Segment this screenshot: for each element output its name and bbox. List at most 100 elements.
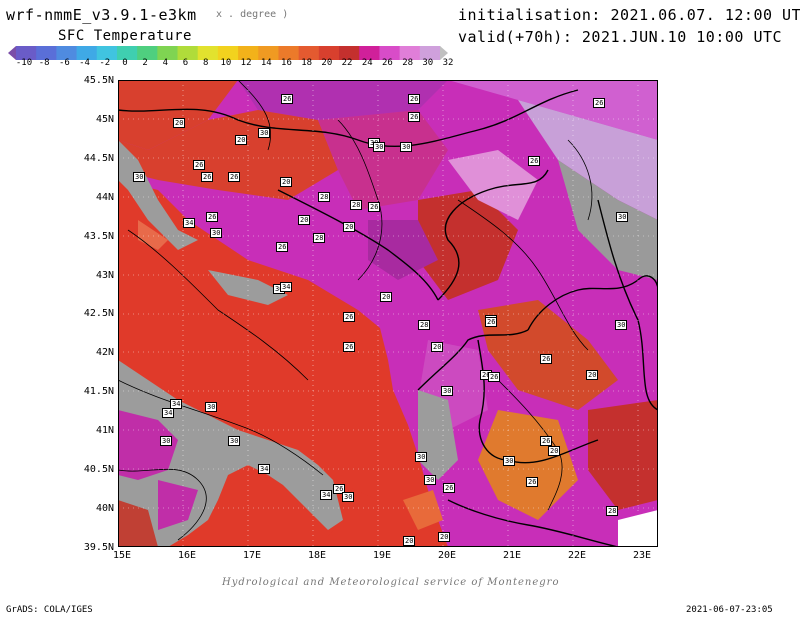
colorbar-swatch (76, 46, 98, 60)
colorbar-tick-label: 32 (442, 58, 454, 68)
contour-label: 26 (368, 202, 381, 212)
latitude-label: 42.5N (83, 308, 114, 320)
contour-label: 20 (343, 222, 356, 232)
contour-label: 26 (540, 354, 553, 364)
colorbar-tick-label: -6 (58, 58, 70, 68)
valid-time: valid(+70h): 2021.JUN.10 10:00 UTC (458, 28, 783, 46)
colorbar-tick-label: -8 (38, 58, 50, 68)
contour-label: 30 (228, 436, 241, 446)
colorbar-swatch (318, 46, 340, 60)
contour-label: 26 (343, 312, 356, 322)
contour-label: 26 (201, 172, 214, 182)
temperature-map (118, 80, 658, 547)
colorbar-swatch (339, 46, 360, 60)
latitude-label: 43N (95, 269, 114, 281)
latitude-label: 45.5N (83, 75, 114, 86)
grads-label: GrADS: COLA/IGES (6, 605, 93, 615)
contour-label: 20 (438, 532, 451, 542)
latitude-label: 41.5N (83, 386, 114, 398)
contour-label: 30 (503, 456, 516, 466)
contour-label: 26 (333, 484, 346, 494)
colorbar-swatch (16, 46, 37, 60)
longitude-label: 19E (372, 550, 392, 561)
colorbar-tick-label: 6 (182, 58, 189, 68)
contour-label: 26 (485, 317, 498, 327)
contour-label: 28 (318, 192, 331, 202)
contour-label: 34 (162, 408, 175, 418)
unit-label: x . degree ) (216, 9, 289, 20)
contour-label: 26 (528, 156, 541, 166)
contour-label: 26 (281, 94, 294, 104)
latitude-label: 39.5N (83, 541, 114, 553)
contour-label-layer: 2626203030262626203030263020262620282626… (118, 80, 658, 547)
latitude-label: 42N (95, 347, 114, 359)
colorbar-swatch (278, 46, 300, 60)
colorbar-tick-label: 8 (202, 58, 209, 68)
initialisation-time: initialisation: 2021.06.07. 12:00 UTC (458, 6, 800, 24)
colorbar-tick-label: -2 (99, 58, 111, 68)
colorbar-tick-label: -10 (15, 58, 33, 68)
colorbar-swatch (157, 46, 179, 60)
contour-label: 26 (488, 372, 501, 382)
colorbar-swatch (8, 46, 16, 60)
colorbar-tick-label: 4 (162, 58, 169, 68)
colorbar-tick-label: 30 (422, 58, 434, 68)
colorbar-swatch (399, 46, 421, 60)
colorbar-swatch (379, 46, 401, 60)
contour-label: 20 (235, 135, 248, 145)
contour-label: 28 (418, 320, 431, 330)
colorbar-tick-label: 28 (402, 58, 414, 68)
contour-label: 26 (408, 94, 421, 104)
longitude-label: 20E (437, 550, 457, 561)
contour-label: 34 (280, 282, 293, 292)
longitude-label: 23E (632, 550, 652, 561)
latitude-label: 44N (95, 191, 114, 203)
contour-label: 20 (380, 292, 393, 302)
colorbar-swatch (238, 46, 259, 60)
contour-label: 34 (320, 490, 333, 500)
contour-lines (118, 80, 593, 541)
contour-label: 28 (350, 200, 363, 210)
longitude-label: 17E (242, 550, 262, 561)
colorbar-labels: -10 -8 -6 -4 -2 0 2 4 6 8 10 12 14 16 18 20 22 24 26 28 30 32 (16, 58, 456, 70)
render-timestamp: 2021-06-07-23:05 (686, 605, 773, 615)
colorbar-swatch (440, 46, 448, 60)
colorbar-swatch (36, 46, 57, 60)
contour-label: 30 (133, 172, 146, 182)
colorbar-swatch (116, 46, 138, 60)
contour-label: 30 (616, 212, 629, 222)
contour-label: 20 (280, 177, 293, 187)
contour-label: 30 (441, 386, 454, 396)
map-frame (118, 80, 658, 547)
contour-label: 30 (258, 128, 271, 138)
colorbar-swatch (197, 46, 219, 60)
latitude-label: 40N (95, 502, 114, 514)
footer-credit: Hydrological and Meteorological service … (222, 577, 560, 588)
contour-label: 26 (540, 436, 553, 446)
contour-label: 30 (424, 475, 437, 485)
contour-label: 30 (373, 142, 386, 152)
contour-label: 26 (228, 172, 241, 182)
contour-label: 20 (548, 446, 561, 456)
colorbar-tick-label: 14 (260, 58, 272, 68)
colorbar-tick-label: 24 (361, 58, 373, 68)
colorbar-swatch (298, 46, 320, 60)
contour-label: 20 (403, 536, 416, 546)
contour-label: 20 (586, 370, 599, 380)
contour-label: 26 (443, 483, 456, 493)
colorbar-tick-label: -4 (79, 58, 90, 68)
colorbar-tick-label: 26 (382, 58, 393, 68)
colorbar-tick-label: 10 (220, 58, 232, 68)
colorbar-swatch (137, 46, 158, 60)
colorbar-swatch (96, 46, 118, 60)
contour-label: 30 (342, 492, 355, 502)
contour-label: 26 (276, 242, 289, 252)
longitude-label: 22E (567, 550, 587, 561)
colorbar-tick-label: 20 (321, 58, 333, 68)
contour-label: 26 (408, 112, 421, 122)
contour-label: 26 (343, 342, 356, 352)
latitude-label: 43.5N (83, 230, 114, 242)
contour-label: 34 (183, 218, 196, 228)
contour-label: 30 (210, 228, 223, 238)
